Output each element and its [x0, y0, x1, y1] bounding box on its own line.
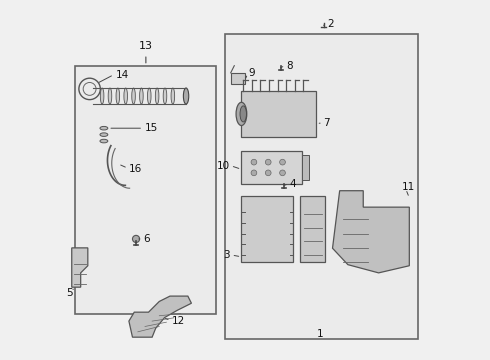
- Text: 13: 13: [139, 41, 153, 63]
- Ellipse shape: [132, 88, 135, 104]
- Circle shape: [266, 159, 271, 165]
- Text: 4: 4: [290, 179, 296, 189]
- Text: 14: 14: [116, 69, 129, 80]
- Ellipse shape: [183, 88, 189, 104]
- Text: 8: 8: [286, 61, 293, 71]
- Ellipse shape: [171, 88, 174, 104]
- FancyBboxPatch shape: [300, 196, 325, 262]
- FancyBboxPatch shape: [231, 73, 245, 84]
- FancyBboxPatch shape: [75, 66, 217, 314]
- Circle shape: [132, 235, 140, 243]
- Circle shape: [280, 159, 285, 165]
- Text: 1: 1: [317, 329, 323, 339]
- Ellipse shape: [100, 139, 108, 143]
- Text: 12: 12: [172, 316, 185, 326]
- FancyBboxPatch shape: [242, 196, 293, 262]
- Ellipse shape: [100, 88, 104, 104]
- Polygon shape: [72, 248, 88, 287]
- Ellipse shape: [147, 88, 151, 104]
- Text: 2: 2: [327, 18, 334, 28]
- Circle shape: [280, 170, 285, 176]
- Text: 11: 11: [402, 182, 416, 192]
- Text: 15: 15: [145, 123, 158, 133]
- Circle shape: [266, 170, 271, 176]
- Text: 7: 7: [323, 118, 330, 128]
- Ellipse shape: [140, 88, 143, 104]
- Text: 5: 5: [67, 288, 74, 297]
- Circle shape: [251, 159, 257, 165]
- Text: 9: 9: [248, 68, 255, 78]
- Ellipse shape: [116, 88, 120, 104]
- Text: 3: 3: [223, 250, 230, 260]
- FancyBboxPatch shape: [242, 152, 302, 184]
- Ellipse shape: [100, 133, 108, 136]
- Text: 10: 10: [217, 161, 230, 171]
- FancyBboxPatch shape: [302, 155, 309, 180]
- Text: 16: 16: [129, 164, 142, 174]
- Ellipse shape: [100, 126, 108, 130]
- Ellipse shape: [155, 88, 159, 104]
- Polygon shape: [333, 191, 409, 273]
- Ellipse shape: [236, 102, 247, 126]
- Text: 6: 6: [143, 234, 150, 244]
- Ellipse shape: [240, 106, 246, 122]
- Ellipse shape: [163, 88, 167, 104]
- Circle shape: [251, 170, 257, 176]
- Ellipse shape: [124, 88, 127, 104]
- FancyBboxPatch shape: [242, 91, 317, 137]
- Polygon shape: [129, 296, 192, 337]
- FancyBboxPatch shape: [225, 33, 418, 339]
- Ellipse shape: [108, 88, 112, 104]
